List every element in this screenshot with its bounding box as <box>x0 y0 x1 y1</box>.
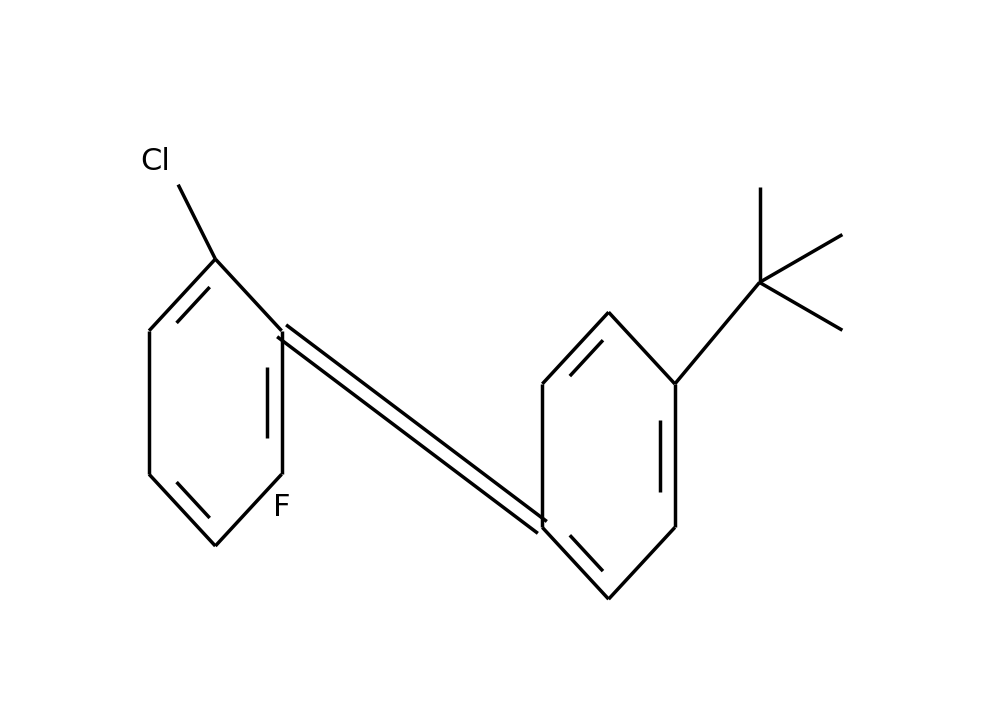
Text: Cl: Cl <box>140 147 170 176</box>
Text: F: F <box>273 493 290 523</box>
